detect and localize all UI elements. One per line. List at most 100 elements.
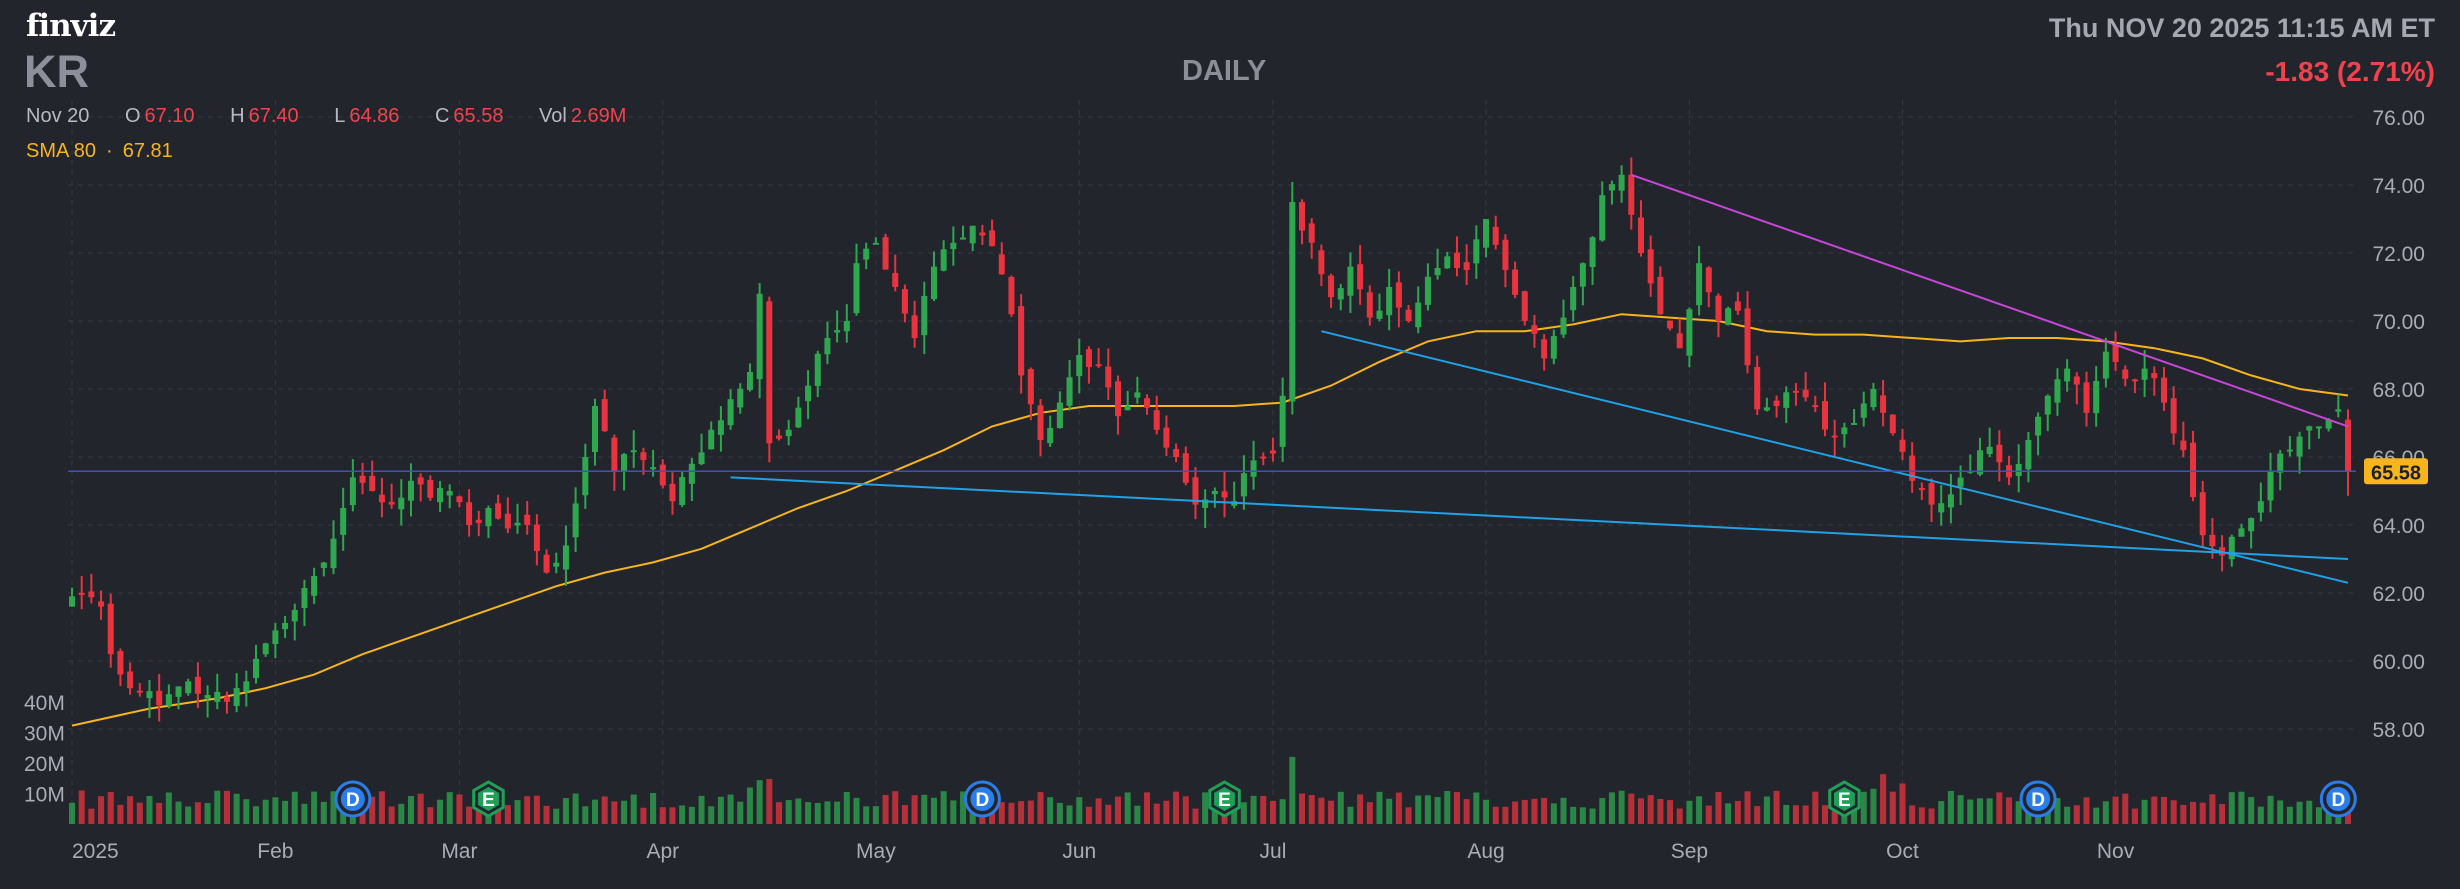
candle-body [989, 230, 996, 247]
volume-bar [107, 791, 114, 824]
candle-body [78, 592, 85, 595]
candle-body [1986, 446, 1993, 455]
volume-bar [708, 806, 715, 824]
candle-body [746, 372, 753, 391]
ohlc-readout: Nov 20 O 67.10 H 67.40 L 64.86 C 65.58 Vol 2.… [26, 105, 626, 128]
volume-bar [882, 794, 889, 824]
candle-body [591, 406, 598, 453]
volume-bar [504, 805, 511, 824]
candle-body [2315, 426, 2322, 429]
candle-body [223, 696, 230, 702]
volume-bar [562, 798, 569, 824]
candle-body [1822, 401, 1829, 430]
volume-bar [921, 794, 928, 824]
candle-body [892, 272, 899, 287]
candle-body [2083, 382, 2090, 413]
candle-body [1957, 477, 1964, 487]
ohlc-date: Nov 20 [26, 105, 90, 127]
candle-body [1211, 491, 1218, 495]
volume-bar [533, 795, 540, 824]
candle-body [766, 301, 773, 444]
volume-bar [688, 806, 695, 824]
candle-body [398, 497, 405, 510]
candle-body [737, 388, 744, 408]
axes: 76.0074.0072.0070.0068.0066.0064.0062.00… [24, 107, 2428, 863]
candle-body [1608, 184, 1615, 191]
finviz-logo[interactable]: finviz [26, 8, 116, 44]
high-label: H [230, 105, 245, 127]
price-change: -1.83 (2.71%) [2265, 56, 2435, 87]
volume-bar [1763, 796, 1770, 824]
volume-bar [1802, 805, 1809, 824]
volume-bar [1453, 792, 1460, 824]
volume-bar [698, 795, 705, 824]
volume-bar [543, 805, 550, 824]
volume-bar [1395, 792, 1402, 824]
candle-body [1870, 389, 1877, 408]
volume-bar [853, 797, 860, 824]
candle-body [562, 545, 569, 570]
candle-body [1851, 423, 1858, 425]
candles [68, 157, 2352, 722]
volume-bar [2267, 795, 2274, 824]
candle-body [2015, 463, 2022, 476]
volume-bar [872, 806, 879, 824]
candle-body [717, 420, 724, 435]
candle-body [485, 508, 492, 527]
candle-body [1734, 301, 1741, 311]
candle-body [901, 289, 908, 314]
volume-bar [311, 791, 318, 824]
volume-bar [1008, 802, 1015, 824]
candle-body [1328, 275, 1335, 298]
sma-label: SMA 80 [26, 140, 97, 162]
volume-bar [679, 805, 686, 824]
volume-bar [2209, 794, 2216, 824]
candle-body [1531, 325, 1538, 334]
volume-bar [2286, 806, 2293, 824]
volume-bar [2160, 796, 2167, 824]
volume-bar [1947, 790, 1954, 824]
y-tick-label: 60.00 [2372, 651, 2425, 674]
candle-body [1637, 217, 1644, 253]
candle-body [2277, 453, 2284, 473]
candle-body [204, 695, 211, 699]
candle-body [2209, 534, 2216, 547]
candle-body [1686, 309, 1693, 356]
candle-body [679, 477, 686, 505]
candle-body [1463, 262, 1470, 270]
volume-label: Vol [539, 105, 567, 127]
volume-bar [204, 803, 211, 824]
trendlines [68, 173, 2356, 584]
volume-bar [194, 802, 201, 824]
candle-body [640, 452, 647, 461]
candle-body [1337, 288, 1344, 300]
low-label: L [334, 105, 346, 127]
candle-body [1976, 450, 1983, 475]
candle-body [359, 475, 366, 483]
volume-bar [2277, 800, 2284, 824]
volume-bar [1444, 791, 1451, 824]
last-price-label: 65.58 [2371, 462, 2421, 484]
candle-body [940, 249, 947, 271]
close-label: C [434, 105, 450, 127]
candle-body [659, 464, 666, 486]
volume-bar [427, 807, 434, 824]
volume-bar [1637, 798, 1644, 824]
candle-body [1676, 333, 1683, 349]
candle-body [621, 454, 628, 472]
candle-body [417, 477, 424, 485]
candle-body [930, 266, 937, 300]
candle-body [1502, 239, 1509, 270]
volume-bar [1386, 798, 1393, 824]
candle-body [979, 232, 986, 236]
candle-body [504, 513, 511, 529]
candle-body [1037, 405, 1044, 440]
volume-bar [785, 800, 792, 824]
x-tick-label: Oct [1886, 840, 1919, 863]
candle-body [1056, 402, 1063, 429]
volume-bar [1260, 795, 1267, 824]
candle-body [2035, 416, 2042, 436]
volume-bar [1144, 792, 1151, 824]
candle-body [146, 691, 153, 699]
candle-body [863, 248, 870, 260]
